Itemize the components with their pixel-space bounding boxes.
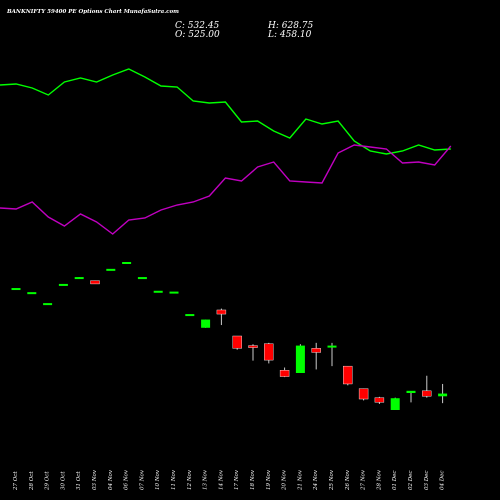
candle-body xyxy=(27,292,37,295)
candle-body xyxy=(58,283,68,286)
x-tick-label: 26 Nov xyxy=(345,469,351,491)
x-tick-label: 25 Nov xyxy=(329,469,335,491)
candle-body xyxy=(406,390,416,394)
candle-body xyxy=(390,398,400,410)
candle-body xyxy=(295,345,305,373)
x-tick-label: 30 Oct xyxy=(60,471,66,490)
candle-body xyxy=(264,343,274,361)
x-tick-label: 11 Nov xyxy=(171,469,177,490)
x-tick-label: 06 Nov xyxy=(124,469,130,490)
candle-body xyxy=(343,365,353,385)
candle-body xyxy=(137,277,147,280)
x-tick-label: 29 Oct xyxy=(45,471,51,491)
candle-body xyxy=(422,390,432,397)
x-tick-label: 20 Nov xyxy=(282,469,288,491)
candle-body xyxy=(358,388,369,400)
x-tick-label: 13 Nov xyxy=(203,469,209,490)
x-tick-label: 07 Nov xyxy=(139,469,145,490)
candle-body xyxy=(43,303,53,306)
x-tick-label: 12 Nov xyxy=(187,469,193,490)
green-line-series xyxy=(0,68,451,155)
candle-body xyxy=(248,345,258,348)
x-tick-label: 01 Dec xyxy=(392,471,398,491)
high-readout: H: 628.75 xyxy=(268,21,314,31)
x-tick-label: 28 Oct xyxy=(29,471,35,491)
candle-body xyxy=(216,309,227,315)
x-tick-label: 18 Nov xyxy=(250,469,256,490)
x-tick-label: 10 Nov xyxy=(155,469,161,490)
x-tick-label: 03 Nov xyxy=(92,469,98,490)
magenta-line-series xyxy=(0,144,452,235)
candle-body xyxy=(279,370,290,377)
candle-body xyxy=(201,319,211,328)
x-tick-label: 27 Oct xyxy=(13,471,19,491)
x-tick-label: 27 Nov xyxy=(361,469,367,491)
candle-body xyxy=(311,348,321,353)
x-tick-label: 21 Nov xyxy=(297,469,303,491)
x-tick-label: 28 Nov xyxy=(376,469,382,491)
x-tick-label: 31 Oct xyxy=(76,471,82,490)
candle-body xyxy=(90,280,100,285)
x-tick-label: 17 Nov xyxy=(234,469,240,490)
candle-body xyxy=(185,314,195,317)
x-tick-label: 19 Nov xyxy=(266,469,272,490)
candle-body xyxy=(374,397,385,403)
candle-body xyxy=(232,335,242,349)
x-tick-label: 04 Nov xyxy=(108,469,114,490)
x-tick-label: 24 Nov xyxy=(313,469,319,491)
candle-body xyxy=(327,345,337,348)
chart-title: BANKNIFTY 59400 PE Options Chart MunafaS… xyxy=(7,9,179,15)
candle-body xyxy=(11,288,21,291)
candle-body xyxy=(153,290,163,293)
candle-body xyxy=(106,268,116,271)
x-tick-label: 04 Dec xyxy=(440,471,446,491)
x-tick-label: 03 Dec xyxy=(424,471,430,491)
candle-body xyxy=(169,291,179,294)
open-readout: O: 525.00 xyxy=(175,30,220,40)
candle-body xyxy=(74,277,84,280)
low-readout: L: 458.10 xyxy=(268,30,312,40)
candle-body xyxy=(438,393,448,397)
x-tick-label: 02 Dec xyxy=(408,471,414,491)
x-tick-label: 14 Nov xyxy=(218,469,224,490)
candle-body xyxy=(122,262,132,264)
close-readout: C: 532.45 xyxy=(175,21,220,31)
